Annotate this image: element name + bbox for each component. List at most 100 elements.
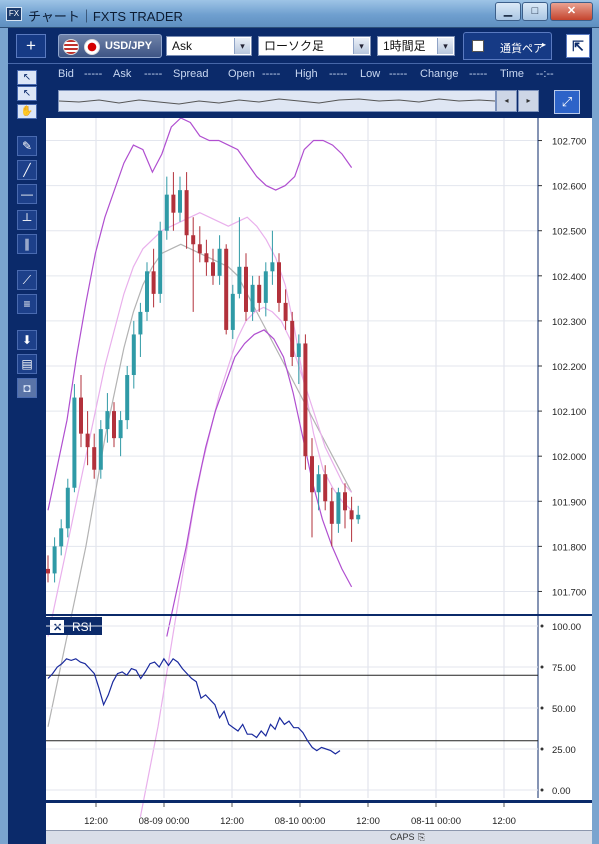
- symbol-label: USD/JPY: [105, 40, 153, 52]
- price-chart: 102.700 102.600 102.500 102.400 102.300 102.2…: [46, 118, 592, 827]
- candle-body: [52, 546, 57, 574]
- candle-body: [349, 510, 354, 520]
- chart-toolbar: + USD/JPY Ask ▾ ローソク足 ▾ 1時間足 ▾ 通貨ペア ▸ ⇱: [8, 28, 592, 64]
- chart-area[interactable]: 102.700 102.600 102.500 102.400 102.300 102.2…: [46, 118, 592, 830]
- parallel-lines-icon[interactable]: ∥: [17, 234, 37, 254]
- rsi-axis-label: 25.00: [552, 745, 576, 756]
- navigator-scroll-right-button[interactable]: ▸: [518, 90, 539, 112]
- app-icon: FX: [6, 7, 22, 21]
- price-axis-label: 102.400: [552, 272, 586, 283]
- info-value-open: -----: [262, 68, 281, 80]
- price-axis-label: 102.700: [552, 137, 586, 148]
- candle-body: [257, 284, 262, 303]
- candle-body: [230, 293, 235, 330]
- candle-body: [164, 194, 169, 231]
- candle-body: [151, 271, 156, 294]
- navigator-scroll-left-button[interactable]: ◂: [496, 90, 517, 112]
- info-value-time: --:--: [536, 68, 554, 80]
- fan-tool-icon[interactable]: ⟋: [17, 270, 37, 290]
- tab-scroll-right-icon[interactable]: ▸: [542, 40, 547, 49]
- detach-window-button[interactable]: ⇱: [566, 34, 590, 58]
- price-axis-label: 102.300: [552, 317, 586, 328]
- price-type-select[interactable]: Ask ▾: [166, 36, 252, 56]
- bollinger-band-center: [47, 243, 353, 727]
- add-chart-button[interactable]: +: [16, 34, 46, 58]
- price-axis-label: 102.200: [552, 362, 586, 373]
- trendline-tool-icon[interactable]: ✎: [17, 136, 37, 156]
- candle-body: [59, 528, 64, 547]
- price-axis-label: 101.800: [552, 542, 586, 553]
- navigator-overview[interactable]: [58, 90, 496, 112]
- chevron-down-icon[interactable]: ▾: [437, 38, 453, 54]
- pointer-icon[interactable]: ↖: [17, 70, 37, 85]
- crosshair-icon[interactable]: ↖: [17, 86, 37, 101]
- candle-body: [244, 266, 248, 312]
- vertical-line-icon[interactable]: ┴: [17, 210, 37, 230]
- horizontal-line-icon[interactable]: —: [17, 184, 37, 204]
- timeframe-select[interactable]: 1時間足 ▾: [377, 36, 455, 56]
- window-titlebar: FX チャート｜FXTS TRADER ▁ □ ✕: [0, 0, 599, 28]
- info-label-ask: Ask: [113, 68, 132, 80]
- candle-body: [191, 235, 196, 245]
- timeframe-value: 1時間足: [383, 39, 426, 53]
- drawing-tools-palette: ↖ ↖ ✋ ✎ ╱ — ┴ ∥ ⟋ ≡ ⬇ ▤ ◘: [8, 64, 46, 844]
- quote-info-bar: Bid ----- Ask ----- Spread Open ----- Hi…: [46, 64, 592, 88]
- price-axis-label: 101.900: [552, 497, 586, 508]
- camera-icon[interactable]: ◘: [17, 378, 37, 398]
- status-bar: CAPS ⎘: [46, 830, 592, 844]
- clipboard-icon: ⎘: [418, 832, 426, 842]
- rsi-axis-label: 50.00: [552, 704, 576, 715]
- fibonacci-icon[interactable]: ≡: [17, 294, 37, 314]
- info-label-spread: Spread: [173, 68, 209, 80]
- bollinger-band-mid-upper: [47, 212, 353, 637]
- candle-body: [290, 320, 295, 357]
- chevron-down-icon[interactable]: ▾: [234, 38, 250, 54]
- currency-pair-checkbox[interactable]: [472, 40, 484, 52]
- chart-type-select[interactable]: ローソク足 ▾: [258, 36, 371, 56]
- price-axis-label: 102.100: [552, 407, 586, 418]
- info-value-low: -----: [389, 68, 408, 80]
- time-axis-label: 12:00: [492, 816, 516, 827]
- jp-flag-icon: [84, 39, 100, 55]
- rsi-axis-tick: [540, 706, 544, 710]
- candle-body: [178, 190, 182, 213]
- rsi-close-icon[interactable]: ✕: [53, 622, 62, 634]
- minimize-button[interactable]: ▁: [495, 2, 521, 21]
- info-label-change: Change: [420, 68, 459, 80]
- us-flag-icon: [63, 39, 79, 55]
- info-value-high: -----: [329, 68, 348, 80]
- maximize-button[interactable]: □: [522, 2, 548, 21]
- rsi-panel-title: RSI: [72, 620, 92, 634]
- candle-body: [98, 429, 103, 470]
- candle-body: [296, 343, 301, 357]
- zoom-fit-button[interactable]: ⤢: [554, 90, 580, 114]
- rsi-axis-tick: [540, 665, 544, 669]
- chevron-down-icon[interactable]: ▾: [353, 38, 369, 54]
- candle-body: [277, 262, 281, 303]
- candle-body: [92, 447, 97, 470]
- time-axis-label: 12:00: [356, 816, 380, 827]
- time-axis-label: 08-11 00:00: [411, 816, 461, 827]
- window-frame-left: [0, 28, 8, 844]
- info-label-high: High: [295, 68, 318, 80]
- navigator-sparkline: [58, 98, 496, 105]
- download-icon[interactable]: ⬇: [17, 330, 37, 350]
- candle-body: [343, 492, 347, 511]
- chart-type-value: ローソク足: [264, 39, 325, 53]
- candle-body: [329, 501, 334, 524]
- price-axis-label: 102.500: [552, 227, 586, 238]
- candle-body: [263, 271, 268, 303]
- candle-body: [356, 514, 361, 520]
- list-icon[interactable]: ▤: [17, 354, 37, 374]
- price-axis-label: 102.000: [552, 452, 586, 463]
- line-tool-icon[interactable]: ╱: [17, 160, 37, 180]
- hand-icon[interactable]: ✋: [17, 104, 37, 119]
- candle-body: [250, 284, 255, 312]
- info-label-time: Time: [500, 68, 525, 80]
- close-button[interactable]: ✕: [550, 2, 593, 21]
- candle-body: [46, 568, 50, 574]
- rsi-line: [47, 657, 341, 755]
- candle-body: [138, 311, 143, 335]
- symbol-selector[interactable]: USD/JPY: [58, 34, 162, 58]
- currency-pair-tab[interactable]: 通貨ペア: [463, 32, 552, 60]
